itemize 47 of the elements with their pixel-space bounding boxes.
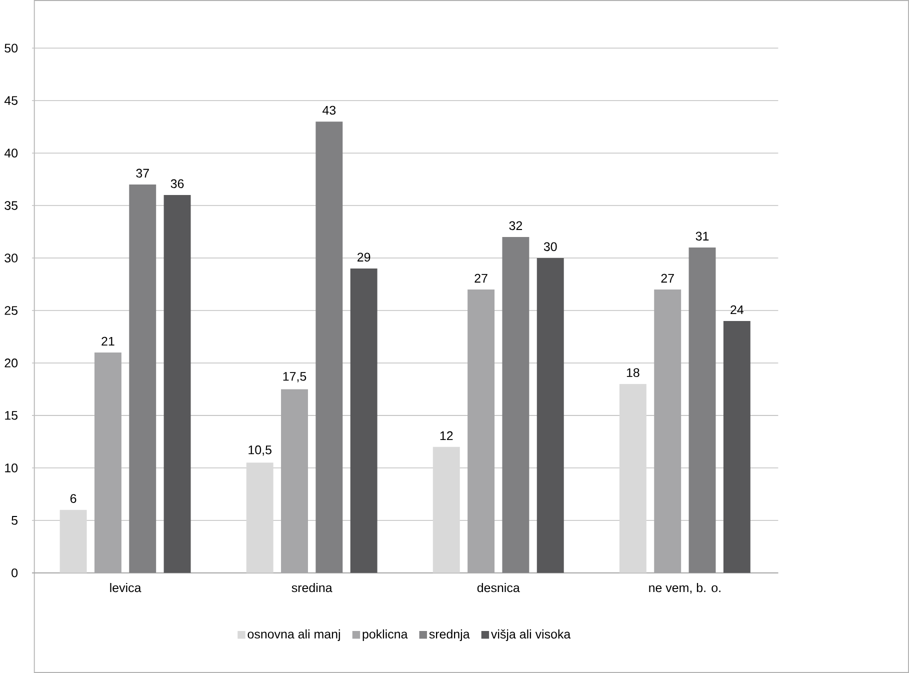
- data-label: 6: [70, 494, 76, 503]
- y-tick-label: 0: [12, 568, 18, 578]
- legend-label: srednja: [429, 629, 470, 642]
- bar: [502, 237, 530, 573]
- y-tick-label: 15: [5, 411, 18, 420]
- legend-label: višja ali visoka: [491, 629, 571, 642]
- y-tick-label: 50: [4, 44, 18, 53]
- bar: [246, 462, 274, 573]
- y-tick-label: 35: [4, 201, 18, 210]
- data-label: 21: [102, 336, 114, 346]
- data-label: 27: [474, 274, 488, 283]
- bar: [536, 258, 564, 573]
- legend-label: osnovna ali manj: [248, 629, 340, 642]
- y-tick-label: 20: [4, 358, 18, 368]
- data-label: 27: [661, 274, 674, 283]
- data-label: 17,5: [283, 372, 306, 382]
- x-tick-label: levica: [110, 582, 142, 592]
- data-label: 18: [626, 368, 640, 378]
- bar: [164, 195, 191, 573]
- bar: [688, 248, 716, 573]
- y-tick-label: 25: [4, 306, 18, 315]
- bar: [316, 122, 343, 573]
- data-label: 32: [509, 221, 522, 230]
- bar: [350, 268, 378, 573]
- data-label: 29: [358, 252, 370, 262]
- legend-label: poklicna: [362, 629, 408, 642]
- bar: [619, 384, 646, 573]
- data-label: 31: [696, 232, 709, 241]
- bar: [723, 320, 750, 573]
- y-tick-label: 10: [5, 464, 18, 472]
- x-tick-label: desnica: [477, 582, 520, 592]
- y-tick-label: 5: [12, 516, 18, 525]
- data-label: 10,5: [248, 445, 272, 456]
- data-label: 37: [136, 168, 149, 178]
- data-label: 24: [730, 305, 744, 314]
- data-label: 36: [170, 179, 184, 188]
- y-tick-label: 45: [4, 96, 18, 105]
- x-tick-label: sredina: [292, 582, 332, 592]
- bar: [60, 510, 87, 573]
- bar: [129, 184, 156, 573]
- data-label: 12: [440, 431, 453, 440]
- data-label: 30: [544, 242, 557, 252]
- y-tick-label: 40: [4, 148, 18, 158]
- y-tick-label: 30: [4, 254, 18, 262]
- x-tick-label: ne vem, b. o.: [649, 582, 720, 594]
- bar: [432, 446, 460, 573]
- data-label: 43: [322, 106, 336, 115]
